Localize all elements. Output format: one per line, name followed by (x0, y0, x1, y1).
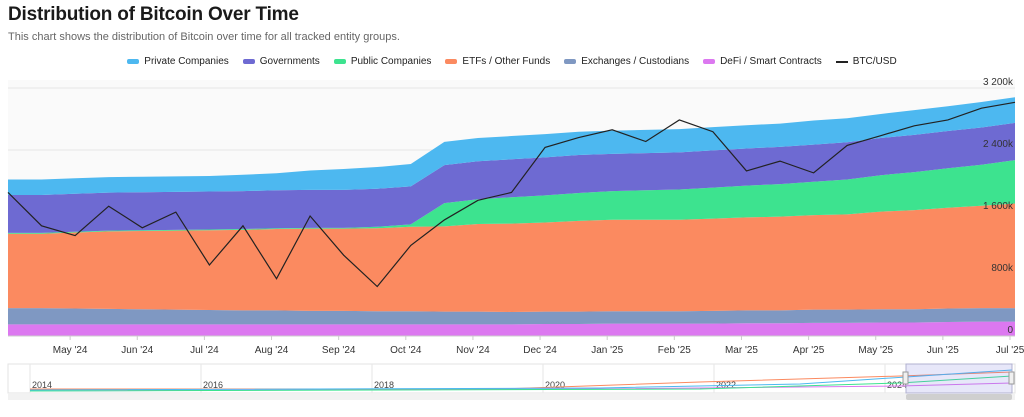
btc-usd-line (7, 101, 1016, 288)
legend-swatch (127, 59, 140, 64)
legend-item-governments[interactable]: Governments (242, 56, 320, 67)
navigator-selection (905, 363, 1013, 394)
x-tick-label: Jun '24 (121, 345, 153, 356)
x-tick-label: Oct '24 (390, 345, 422, 356)
legend-item-btc-usd[interactable]: BTC/USD (835, 56, 897, 67)
legend-item-public-companies[interactable]: Public Companies (333, 56, 432, 67)
y-tick-label: 800k (991, 263, 1014, 274)
navigator-scrollbar-thumb (906, 394, 1012, 400)
legend-swatch (703, 59, 716, 64)
legend-swatch (333, 59, 346, 64)
legend-swatch (445, 59, 458, 64)
area-public-companies (8, 160, 1015, 234)
legend-label: Private Companies (144, 56, 229, 67)
chart-subtitle: This chart shows the distribution of Bit… (8, 31, 400, 43)
x-tick-label: Nov '24 (456, 345, 490, 356)
area-private-companies (8, 97, 1015, 195)
navigator-year-label: 2020 (545, 380, 565, 390)
area-exchanges-custodians (8, 308, 1015, 325)
navigator-year-label: 2024 (887, 380, 907, 390)
x-tick-label: Jul '25 (996, 345, 1024, 356)
x-tick-label: Aug '24 (255, 345, 289, 356)
x-tick-label: Mar '25 (725, 345, 758, 356)
navigator-series (29, 375, 1013, 392)
area-governments (8, 122, 1015, 233)
x-tick-label: Feb '25 (658, 345, 691, 356)
y-tick-label: 1 600k (983, 201, 1014, 212)
x-tick-label: Dec '24 (523, 345, 557, 356)
legend-swatch (242, 59, 255, 64)
legend-line-swatch (835, 60, 848, 63)
x-tick-label: May '25 (858, 345, 893, 356)
legend-label: ETFs / Other Funds (462, 56, 551, 67)
chart-title: Distribution of Bitcoin Over Time (8, 4, 299, 25)
legend: Private Companies Governments Public Com… (0, 56, 1024, 67)
area-defi-smart-contracts (8, 321, 1015, 336)
y-tick-label: 2 400k (983, 139, 1014, 150)
navigator-scrollbar-track (8, 394, 1015, 400)
x-tick-label: Apr '25 (793, 345, 825, 356)
y-tick-label: 0 (1007, 325, 1013, 336)
legend-label: DeFi / Smart Contracts (720, 56, 822, 67)
navigator-handle-left (902, 371, 909, 385)
x-tick-label: May '24 (53, 345, 88, 356)
legend-item-etfs[interactable]: ETFs / Other Funds (445, 56, 550, 67)
range-navigator[interactable]: 2014 2016 2018 2020 2022 2024 (7, 363, 1016, 400)
x-tick-label: Jul '24 (190, 345, 219, 356)
navigator-year-label: 2014 (32, 380, 52, 390)
legend-item-exchanges[interactable]: Exchanges / Custodians (564, 56, 689, 67)
legend-label: Public Companies (350, 56, 432, 67)
x-tick-label: Jan '25 (591, 345, 623, 356)
legend-label: Governments (259, 56, 320, 67)
y-tick-label: 3 200k (983, 77, 1014, 88)
legend-item-private-companies[interactable]: Private Companies (127, 56, 229, 67)
legend-label: Exchanges / Custodians (581, 56, 690, 67)
navigator-year-label: 2016 (203, 380, 223, 390)
legend-label: BTC/USD (852, 56, 897, 67)
x-tick-label: Jun '25 (927, 345, 959, 356)
legend-item-defi[interactable]: DeFi / Smart Contracts (703, 56, 822, 67)
x-tick-label: Sep '24 (322, 345, 356, 356)
area-etfs-other-funds (8, 203, 1015, 312)
legend-swatch (564, 59, 577, 64)
navigator-year-label: 2018 (374, 380, 394, 390)
navigator-handle-right (1008, 371, 1015, 385)
